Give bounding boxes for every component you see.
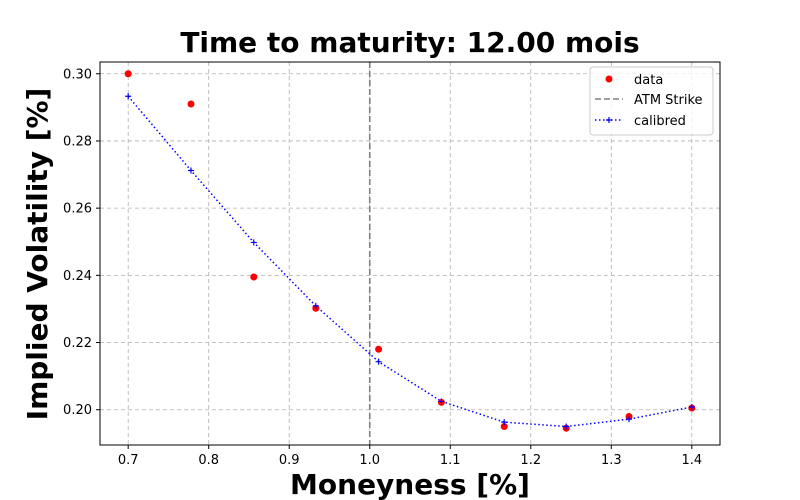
y-tick-label: 0.22 bbox=[63, 336, 92, 351]
x-axis: 0.7 0.8 0.9 1.0 1.1 1.2 1.3 1.4 bbox=[118, 445, 702, 468]
legend-marker-calibred bbox=[606, 117, 612, 123]
y-tick-label: 0.24 bbox=[63, 269, 92, 284]
x-tick-label: 1.0 bbox=[359, 453, 380, 468]
legend-swatch-data bbox=[605, 75, 613, 83]
calibred-point bbox=[250, 239, 257, 246]
y-axis: 0.20 0.22 0.24 0.26 0.28 0.30 bbox=[63, 67, 100, 418]
calibred-point bbox=[688, 404, 695, 411]
plot-frame bbox=[99, 61, 721, 446]
calibred-point bbox=[312, 302, 319, 309]
x-tick-label: 0.8 bbox=[198, 453, 219, 468]
data-point bbox=[250, 273, 258, 281]
y-tick-label: 0.26 bbox=[63, 202, 92, 217]
x-tick-label: 0.9 bbox=[279, 453, 300, 468]
x-tick-label: 1.4 bbox=[681, 453, 702, 468]
calibred-point bbox=[125, 93, 132, 100]
calibred-point bbox=[438, 398, 445, 405]
y-tick-label: 0.20 bbox=[63, 403, 92, 418]
y-tick-label: 0.30 bbox=[63, 67, 92, 82]
calibred-point bbox=[563, 423, 570, 430]
x-tick-label: 1.1 bbox=[440, 453, 461, 468]
data-point bbox=[500, 423, 508, 431]
data-point bbox=[124, 70, 132, 78]
marker-layer bbox=[124, 70, 696, 432]
legend-box bbox=[589, 66, 714, 136]
legend-label-calibred: calibred bbox=[634, 114, 686, 129]
x-axis-label: Moneyness [%] bbox=[290, 468, 530, 500]
calibred-point bbox=[375, 358, 382, 365]
chart-title: Time to maturity: 12.00 mois bbox=[180, 26, 639, 59]
calibred-layer bbox=[127, 95, 692, 428]
x-tick-label: 0.7 bbox=[118, 453, 139, 468]
x-tick-label: 1.3 bbox=[601, 453, 622, 468]
legend-label-atm: ATM Strike bbox=[634, 93, 703, 108]
data-point bbox=[375, 345, 383, 353]
calibred-point bbox=[501, 419, 508, 426]
legend-label-data: data bbox=[634, 73, 663, 88]
calibred-point bbox=[626, 416, 633, 423]
calibred-point bbox=[187, 167, 194, 174]
y-tick-label: 0.28 bbox=[63, 134, 92, 149]
y-axis-label: Implied Volatility [%] bbox=[21, 88, 54, 421]
legend: data ATM Strike calibred bbox=[589, 66, 714, 136]
data-point bbox=[187, 100, 195, 108]
x-tick-label: 1.2 bbox=[520, 453, 541, 468]
calibred-line bbox=[127, 95, 692, 428]
